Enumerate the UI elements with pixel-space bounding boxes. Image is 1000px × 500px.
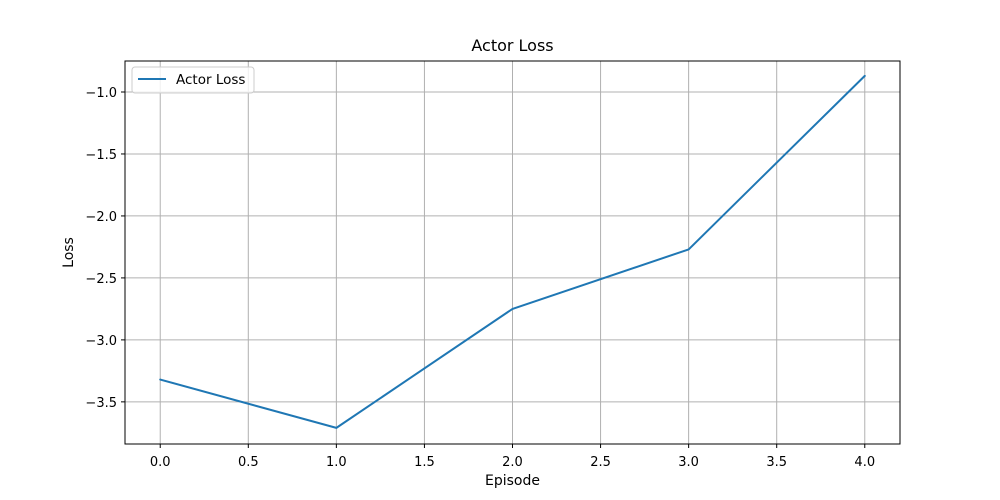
x-tick-label: 0.5 — [238, 455, 259, 470]
legend-box — [131, 66, 255, 94]
y-tick-label: −1.5 — [85, 148, 117, 163]
legend: Actor Loss — [131, 66, 255, 94]
grid — [125, 61, 900, 444]
chart-title: Actor Loss — [471, 36, 553, 55]
y-axis-label: Loss — [61, 237, 77, 268]
legend-label: Actor Loss — [176, 72, 245, 88]
x-tick-label: 2.0 — [502, 455, 523, 470]
x-tick-label: 4.0 — [854, 455, 875, 470]
y-tick-label: −2.5 — [85, 272, 117, 287]
x-tick-label: 3.5 — [766, 455, 787, 470]
x-axis-label: Episode — [485, 473, 540, 489]
x-tick-label: 1.0 — [326, 455, 347, 470]
x-tick-label: 3.0 — [678, 455, 699, 470]
y-tick-label: −1.0 — [85, 86, 117, 101]
x-tick-label: 2.5 — [590, 455, 611, 470]
ticks: 0.0 0.5 1.0 1.5 2.0 2.5 3.0 3.5 4.0 −3.5 −3.0 −2.5 −… — [85, 86, 875, 470]
y-tick-label: −3.0 — [85, 334, 117, 349]
x-tick-label: 1.5 — [414, 455, 435, 470]
series-layer — [159, 74, 866, 429]
y-tick-label: −3.5 — [85, 396, 117, 411]
x-tick-label: 0.0 — [150, 455, 171, 470]
y-tick-label: −2.0 — [85, 210, 117, 225]
